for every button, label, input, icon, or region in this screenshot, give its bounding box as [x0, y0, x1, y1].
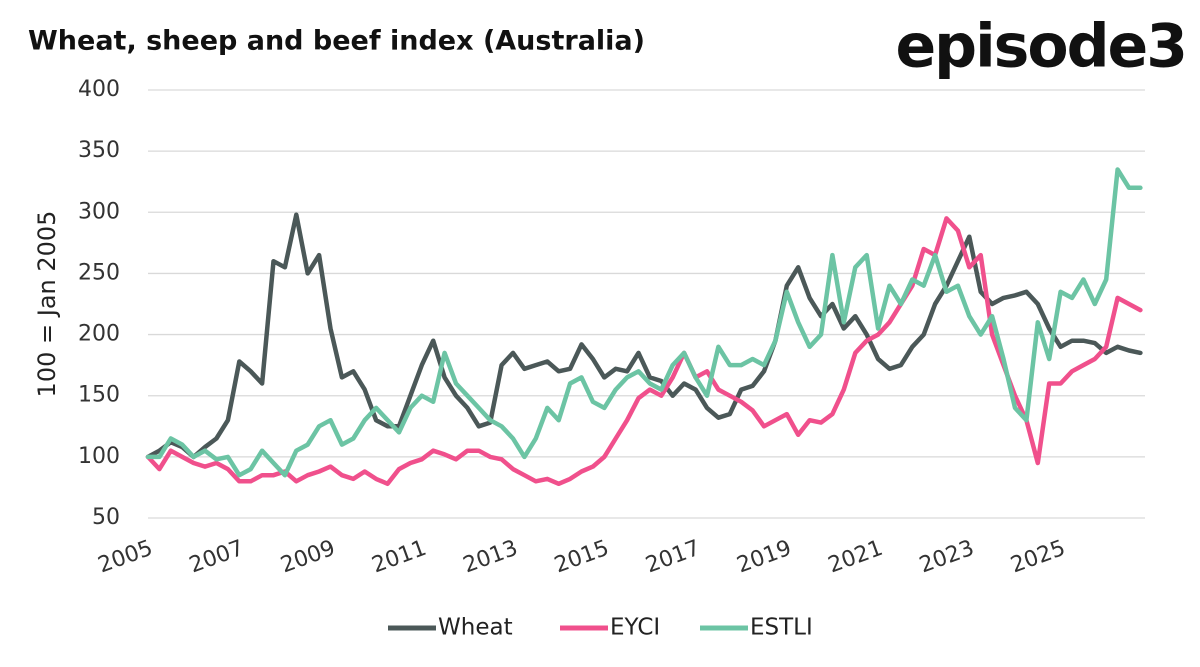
series-line	[145, 167, 1143, 478]
legend-label: Wheat	[438, 615, 513, 641]
legend-label: EYCI	[610, 615, 660, 641]
y-tick-label: 150	[78, 383, 120, 408]
x-tick-label: 2021	[825, 536, 886, 579]
x-tick-label: 2005	[95, 536, 156, 579]
y-tick-label: 300	[78, 199, 120, 224]
y-tick-label: 350	[78, 138, 120, 163]
x-tick-label: 2013	[460, 536, 521, 579]
brand-logo: episode3	[895, 12, 1186, 82]
y-axis-label: 100 = Jan 2005	[33, 211, 61, 398]
chart-title: Wheat, sheep and beef index (Australia)	[28, 26, 645, 57]
x-tick-label: 2009	[277, 536, 338, 579]
series-line	[145, 216, 1143, 487]
y-tick-label: 50	[92, 505, 120, 530]
y-tick-label: 100	[78, 444, 120, 469]
x-tick-label: 2007	[186, 536, 247, 579]
x-tick-label: 2015	[551, 536, 612, 579]
y-tick-label: 250	[78, 260, 120, 285]
x-tick-label: 2025	[1008, 536, 1069, 579]
x-tick-label: 2019	[734, 536, 795, 579]
x-tick-label: 2011	[369, 536, 430, 579]
x-tick-label: 2017	[642, 536, 703, 579]
y-tick-label: 200	[78, 322, 120, 347]
legend-label: ESTLI	[750, 615, 813, 641]
y-tick-label: 400	[78, 77, 120, 102]
x-tick-label: 2023	[916, 536, 977, 579]
